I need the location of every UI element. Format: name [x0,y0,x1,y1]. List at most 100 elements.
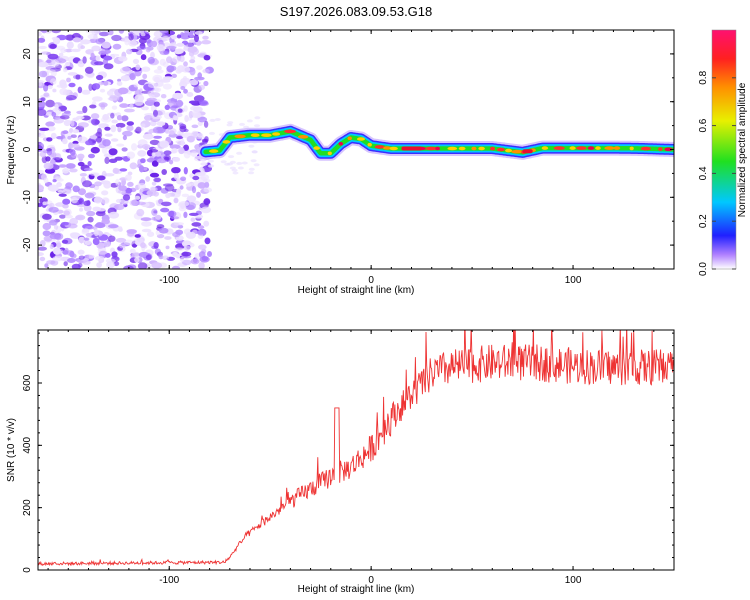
noise-blob [115,237,127,243]
noise-blob [103,181,112,189]
y-tick-label: 400 [22,437,33,454]
noise-blob [58,193,67,197]
noise-blob [120,75,130,82]
noise-blob [90,52,95,58]
noise-blob [166,45,177,50]
noise-blob [83,237,90,241]
noise-blob [52,88,57,93]
ridge-peak [297,135,309,139]
noise-blob [203,198,211,206]
ridge-peak [222,140,231,144]
noise-blob [172,114,178,121]
noise-blob [194,76,205,81]
noise-blob [51,60,60,67]
noise-blob [91,96,103,102]
noise-blob [145,176,151,182]
noise-blob [186,135,195,143]
noise-blob [204,136,209,143]
noise-blob [47,84,53,90]
noise-blob [83,200,91,207]
noise-blob [203,187,212,193]
noise-blob [226,123,233,127]
noise-blob [55,176,62,181]
noise-blob [136,208,145,217]
noise-blob [161,169,167,175]
noise-blob [191,110,201,117]
noise-blob [85,232,94,237]
noise-blob [204,237,211,245]
noise-blob [82,180,92,188]
noise-blob [77,153,85,160]
noise-blob [44,168,56,174]
noise-blob [121,147,128,152]
noise-blob [200,162,208,166]
colorbar-tick-label: 0.0 [698,262,709,276]
noise-blob [118,56,128,62]
noise-blob [81,228,90,233]
noise-blob [66,95,77,101]
noise-blob [174,247,185,251]
ridge-peak [389,146,398,151]
noise-blob [134,195,141,200]
noise-blob [229,160,236,164]
noise-blob [82,260,91,265]
noise-blob [50,78,57,85]
noise-blob [126,229,137,234]
noise-blob [134,234,141,238]
noise-blob [111,119,118,124]
noise-blob [181,251,192,257]
noise-blob [134,94,145,102]
noise-speckle [38,30,261,269]
noise-blob [99,31,110,37]
noise-blob [161,36,170,42]
noise-blob [191,222,202,227]
noise-blob [77,262,83,268]
noise-blob [68,128,74,133]
noise-blob [47,184,59,192]
noise-blob [88,153,95,159]
noise-blob [178,201,190,207]
noise-blob [173,222,185,226]
noise-blob [90,118,96,124]
noise-blob [63,120,73,124]
frequency-ridge [198,123,674,161]
noise-blob [132,30,141,34]
ridge-peak [505,148,513,153]
spectrogram-ylabel: Frequency (Hz) [6,116,17,185]
noise-blob [63,210,70,216]
noise-blob [65,214,73,219]
ridge-peak [209,149,219,153]
noise-blob [87,161,92,167]
noise-blob [194,31,203,35]
noise-blob [175,112,183,118]
noise-blob [84,254,90,259]
noise-blob [186,195,197,203]
noise-blob [165,245,170,250]
noise-blob [116,81,123,86]
noise-blob [72,129,80,134]
noise-blob [53,247,61,255]
noise-blob [151,40,158,48]
noise-blob [139,189,144,196]
noise-blob [65,163,76,169]
snr-frame [37,329,675,571]
noise-blob [87,74,94,79]
noise-blob [170,66,177,71]
noise-blob [145,38,151,44]
noise-blob [126,48,133,55]
noise-blob [78,188,86,196]
noise-blob [141,106,149,111]
noise-blob [63,67,68,73]
noise-blob [75,214,86,221]
noise-blob [75,74,81,80]
noise-blob [59,88,68,96]
noise-blob [115,178,120,186]
noise-blob [131,143,138,151]
noise-blob [79,173,87,177]
ridge-peak [234,134,246,139]
noise-blob [178,122,184,126]
noise-blob [42,201,47,205]
snr-xlabel: Height of straight line (km) [298,584,415,595]
noise-blob [164,156,170,161]
noise-blob [129,73,136,81]
